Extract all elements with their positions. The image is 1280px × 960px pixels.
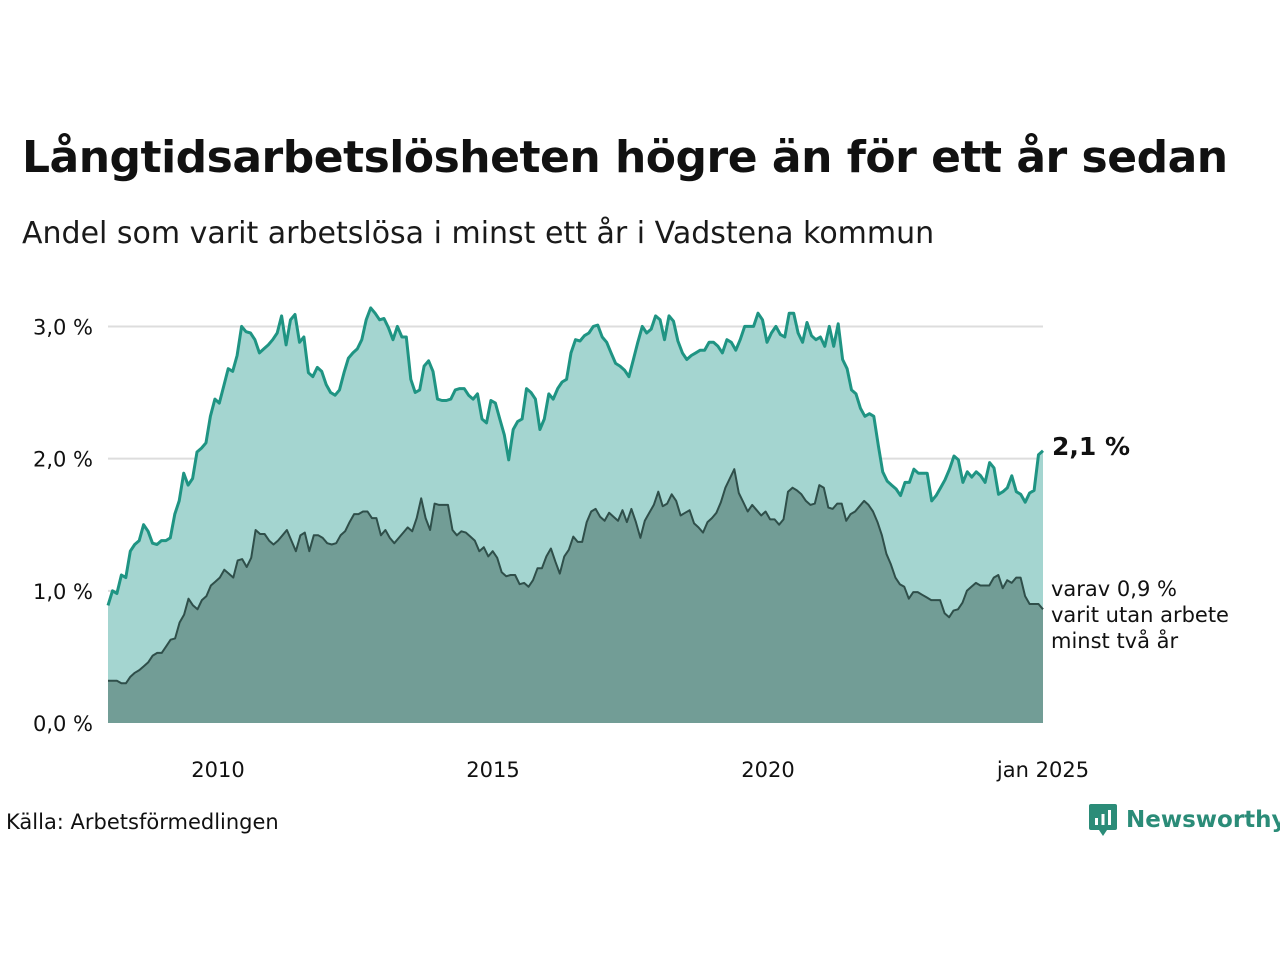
long-term-series-area [108, 469, 1043, 723]
axis-labels: 0,0 % 1,0 % 2,0 % 3,0 % 2010 2015 2020 jan 2025… [33, 315, 1229, 782]
chart-subtitle: Andel som varit arbetslösa i minst ett å… [22, 216, 935, 251]
chart-title: Långtidsarbetslösheten högre än för ett … [22, 132, 1228, 183]
areas [108, 307, 1043, 723]
source-note: Källa: Arbetsförmedlingen [6, 810, 279, 834]
brand-name: Newsworthy [1126, 807, 1280, 833]
long-term-end-label: varit utan arbete [1051, 603, 1229, 627]
long-term-end-label: varav 0,9 % [1051, 577, 1177, 601]
y-tick-label: 3,0 % [33, 315, 93, 339]
long-term-end-label: minst två år [1051, 628, 1179, 653]
y-tick-label: 1,0 % [33, 580, 93, 604]
y-tick-label: 2,0 % [33, 448, 93, 472]
newsworthy-logo-icon [1089, 804, 1117, 836]
x-tick-label: 2020 [741, 758, 794, 782]
total-end-label: 2,1 % [1052, 432, 1130, 461]
newsworthy-logo: Newsworthy [1088, 803, 1280, 837]
series-lines [106, 306, 1044, 685]
long-term-series-line [108, 468, 1044, 685]
x-tick-label: jan 2025 [996, 758, 1089, 782]
x-tick-label: 2015 [466, 758, 519, 782]
total-series-line [106, 306, 1044, 606]
x-tick-label: 2010 [191, 758, 244, 782]
y-tick-label: 0,0 % [33, 712, 93, 736]
